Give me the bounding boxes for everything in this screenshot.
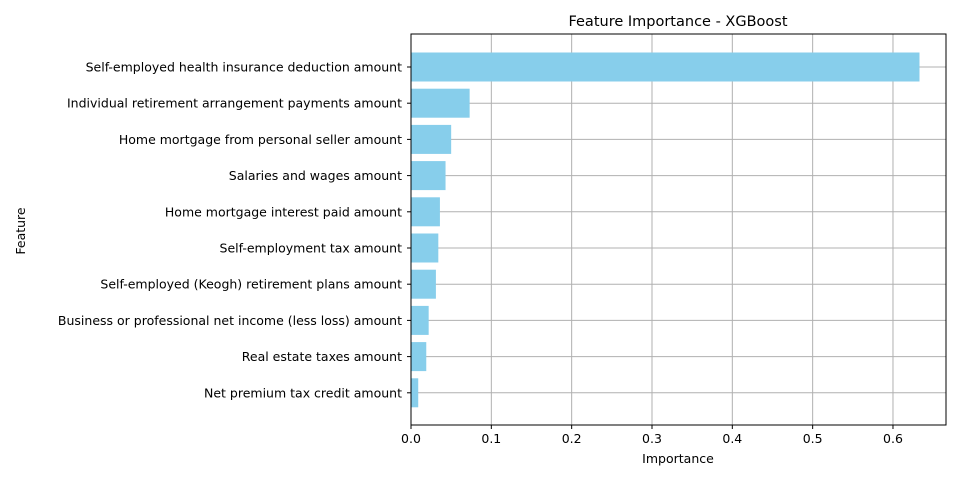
x-tick-label: 0.4 <box>722 431 742 446</box>
bar <box>411 378 419 408</box>
bar <box>411 305 429 335</box>
grid <box>410 34 946 425</box>
x-axis-label: Importance <box>642 451 714 466</box>
x-tick-label: 0.5 <box>803 431 823 446</box>
x-tick-label: 0.2 <box>562 431 582 446</box>
bar <box>411 161 446 191</box>
bar <box>411 88 470 118</box>
bar <box>411 52 920 82</box>
x-tick-label: 0.1 <box>481 431 501 446</box>
y-tick-label: Self-employment tax amount <box>220 241 403 256</box>
x-tick-label: 0.3 <box>642 431 662 446</box>
y-ticks: Self-employed health insurance deduction… <box>58 60 411 400</box>
bar <box>411 269 436 299</box>
x-tick-label: 0.6 <box>883 431 903 446</box>
y-tick-label: Home mortgage interest paid amount <box>165 204 402 219</box>
y-tick-label: Business or professional net income (les… <box>58 313 402 328</box>
plot-frame <box>410 33 947 426</box>
x-ticks: 0.0 0.1 0.2 0.3 0.4 0.5 0.6 <box>401 425 903 446</box>
y-tick-label: Self-employed health insurance deduction… <box>86 60 402 75</box>
y-axis-label: Feature <box>13 207 28 255</box>
bar <box>411 197 440 227</box>
x-tick-label: 0.0 <box>401 431 421 446</box>
y-tick-label: Real estate taxes amount <box>242 349 402 364</box>
y-tick-label: Individual retirement arrangement paymen… <box>67 96 402 111</box>
y-tick-label: Net premium tax credit amount <box>204 385 402 400</box>
bar <box>411 233 439 263</box>
y-tick-label: Self-employed (Keogh) retirement plans a… <box>100 277 402 292</box>
bar <box>411 124 452 154</box>
y-tick-label: Salaries and wages amount <box>229 168 402 183</box>
bars <box>411 52 920 408</box>
bar <box>411 342 427 372</box>
chart-title: Feature Importance - XGBoost <box>568 14 787 30</box>
y-tick-label: Home mortgage from personal seller amoun… <box>119 132 402 147</box>
